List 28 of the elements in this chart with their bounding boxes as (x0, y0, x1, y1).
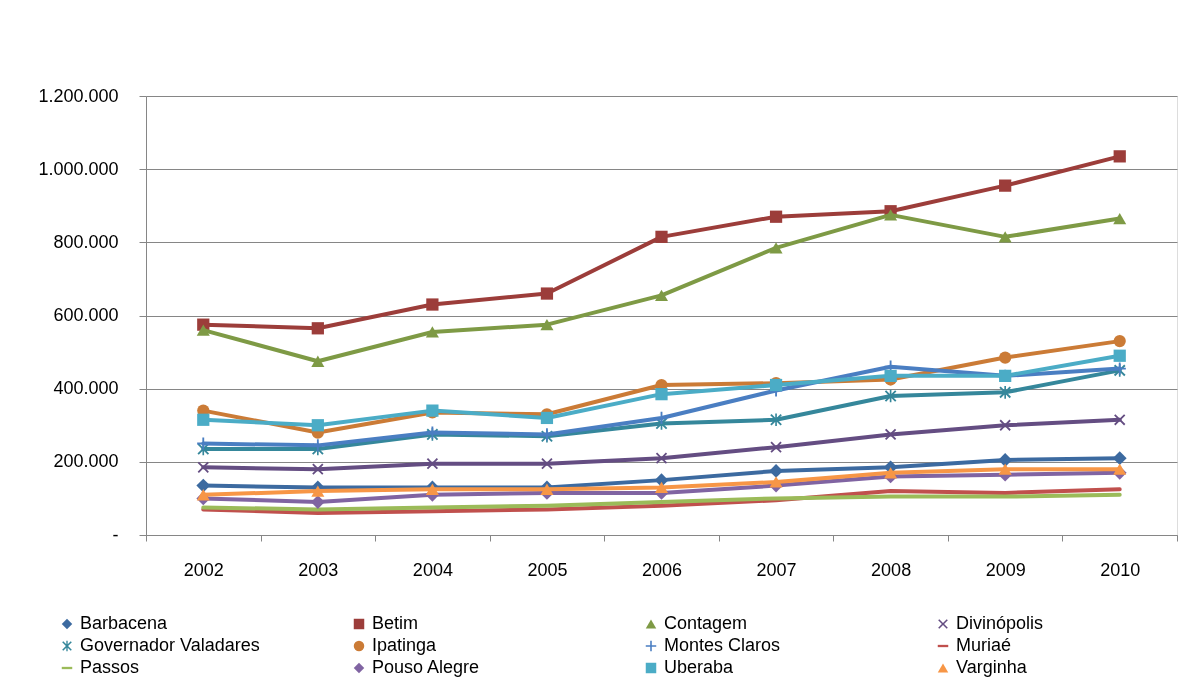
x-tick-label: 2003 (298, 559, 339, 580)
x-tick-label: 2010 (1100, 559, 1141, 580)
legend-label: Muriaé (956, 635, 1012, 655)
y-tick-label: 1.200.000 (38, 85, 119, 106)
legend-label: Betim (372, 613, 419, 633)
legend-label: Barbacena (80, 613, 169, 633)
x-tick-label: 2002 (183, 559, 224, 580)
legend-label: Divinópolis (956, 613, 1044, 633)
legend-label: Governador Valadares (80, 635, 260, 655)
legend-label: Passos (80, 657, 140, 677)
x-tick-label: 2005 (527, 559, 568, 580)
legend-label: Uberaba (664, 657, 735, 677)
x-tick-label: 2009 (985, 559, 1026, 580)
y-tick-label: 200.000 (53, 451, 119, 472)
legend-label: Pouso Alegre (372, 657, 480, 677)
y-tick-label: - (112, 524, 119, 545)
legend-label: Contagem (664, 613, 748, 633)
y-tick-label: 400.000 (53, 378, 119, 399)
y-tick-label: 800.000 (53, 231, 119, 252)
y-tick-label: 600.000 (53, 305, 119, 325)
x-tick-label: 2007 (756, 559, 797, 580)
legend-label: Varginha (956, 657, 1028, 677)
x-tick-label: 2006 (641, 559, 683, 580)
y-tick-label: 1.000.000 (38, 158, 119, 179)
legend-label: Ipatinga (372, 635, 438, 655)
x-tick-label: 2008 (871, 559, 912, 580)
legend-label: Montes Claros (664, 635, 781, 655)
x-tick-label: 2004 (412, 559, 453, 580)
